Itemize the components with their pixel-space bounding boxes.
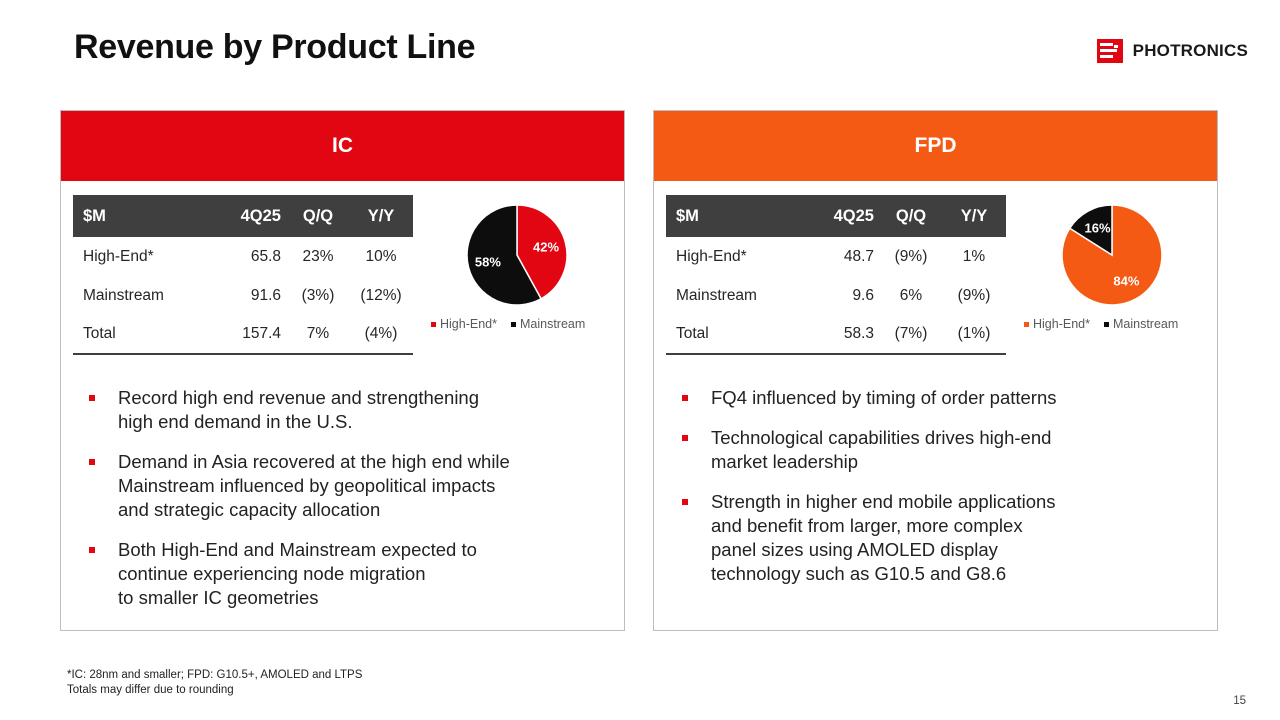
footnote: *IC: 28nm and smaller; FPD: G10.5+, AMOL… <box>67 668 362 698</box>
list-item: Strength in higher end mobile applicatio… <box>682 490 1192 586</box>
table-row: Mainstream 91.6 (3%) (12%) <box>73 276 413 315</box>
pie-slice-high-end <box>516 204 568 300</box>
legend-swatch <box>1024 321 1029 327</box>
footnote-line: *IC: 28nm and smaller; FPD: G10.5+, AMOL… <box>67 669 363 681</box>
pie-data-label: 84% <box>1113 273 1139 288</box>
table-header-row: $M 4Q25 Q/Q Y/Y <box>73 195 413 237</box>
column-header: Y/Y <box>349 195 413 237</box>
ic-panel-header: IC <box>61 111 624 181</box>
table-cell: (9%) <box>957 286 991 304</box>
pie-data-label: 16% <box>1085 221 1111 236</box>
legend-label: Mainstream <box>519 317 586 331</box>
column-header: Q/Q <box>287 195 349 237</box>
table-cell: (1%) <box>942 315 1006 355</box>
column-header: Q/Q <box>880 195 942 237</box>
pie-data-label: 42% <box>533 240 559 255</box>
list-item: Record high end revenue and strengthenin… <box>89 386 599 434</box>
table-cell: 9.6 <box>852 286 874 304</box>
table-row: High-End* 65.8 23% 10% <box>73 237 413 276</box>
bullet-marker <box>682 435 688 441</box>
table-cell: High-End* <box>676 247 747 265</box>
column-header: $M <box>666 195 796 237</box>
company-logo: PHOTRONICS <box>1096 38 1248 64</box>
ic-revenue-table: $M 4Q25 Q/Q Y/Y High-End* 65.8 23% 10% M… <box>73 195 413 355</box>
bullet-text: Both High-End and Mainstream expected to… <box>118 539 477 608</box>
fpd-panel: FPD $M 4Q25 Q/Q Y/Y High-End* 48.7 (9%) … <box>653 110 1218 631</box>
fpd-pie-chart: 84% 16% <box>1061 204 1163 306</box>
legend-swatch <box>431 321 436 327</box>
bullet-text: Demand in Asia recovered at the high end… <box>118 451 510 520</box>
fpd-revenue-table: $M 4Q25 Q/Q Y/Y High-End* 48.7 (9%) 1% M… <box>666 195 1006 355</box>
table-header-row: $M 4Q25 Q/Q Y/Y <box>666 195 1006 237</box>
bullet-marker <box>89 395 95 401</box>
slide-title: Revenue by Product Line <box>74 28 476 66</box>
bullet-marker <box>682 499 688 505</box>
legend-swatch <box>1103 321 1109 327</box>
table-cell: (3%) <box>301 286 335 304</box>
bullet-marker <box>89 459 95 465</box>
table-cell: (7%) <box>880 315 942 355</box>
page-number: 15 <box>1233 695 1246 707</box>
ic-bullet-list: Record high end revenue and strengthenin… <box>89 386 599 626</box>
table-cell: 48.7 <box>843 247 874 265</box>
table-row: Total 157.4 7% (4%) <box>73 315 413 355</box>
table-cell: 157.4 <box>203 315 287 355</box>
table-cell: 7% <box>287 315 349 355</box>
table-cell: 1% <box>962 247 986 265</box>
legend-item-mainstream: Mainstream <box>510 317 586 331</box>
footnote-line: Totals may differ due to rounding <box>67 684 234 696</box>
table-cell: 91.6 <box>250 286 281 304</box>
ic-panel: IC $M 4Q25 Q/Q Y/Y High-End* 65.8 23% 10… <box>60 110 625 631</box>
bullet-text: Record high end revenue and strengthenin… <box>118 387 480 432</box>
legend-label: High-End* <box>440 317 497 331</box>
table-cell: Total <box>666 315 796 355</box>
table-cell: High-End* <box>83 247 154 265</box>
table-cell: Total <box>73 315 203 355</box>
fpd-bullet-list: FQ4 influenced by timing of order patter… <box>682 386 1192 602</box>
table-cell: 6% <box>899 286 923 304</box>
ic-pie-legend: High-End* Mainstream <box>431 317 585 331</box>
table-cell: 23% <box>302 247 334 265</box>
bullet-marker <box>89 547 95 553</box>
legend-label: Mainstream <box>1112 317 1179 331</box>
table-row: Total 58.3 (7%) (1%) <box>666 315 1006 355</box>
list-item: Both High-End and Mainstream expected to… <box>89 538 599 610</box>
table-cell: Mainstream <box>676 286 757 304</box>
list-item: Technological capabilities drives high-e… <box>682 426 1192 474</box>
list-item: Demand in Asia recovered at the high end… <box>89 450 599 522</box>
table-cell: (4%) <box>349 315 413 355</box>
table-row: Mainstream 9.6 6% (9%) <box>666 276 1006 315</box>
table-cell: Mainstream <box>83 286 164 304</box>
pie-slice-mainstream <box>1068 204 1113 257</box>
legend-swatch <box>510 321 516 327</box>
legend-item-mainstream: Mainstream <box>1103 317 1179 331</box>
list-item: FQ4 influenced by timing of order patter… <box>682 386 1192 410</box>
bullet-marker <box>682 395 688 401</box>
fpd-panel-header: FPD <box>654 111 1217 181</box>
logo-text: PHOTRONICS <box>1132 41 1248 60</box>
pie-slice-mainstream <box>466 204 543 306</box>
column-header: $M <box>73 195 203 237</box>
pie-data-label: 58% <box>475 254 501 269</box>
fpd-pie-legend: High-End* Mainstream <box>1024 317 1178 331</box>
table-cell: (12%) <box>360 286 402 304</box>
bullet-text: FQ4 influenced by timing of order patter… <box>711 387 1057 408</box>
legend-item-high-end: High-End* <box>431 317 497 331</box>
legend-label: High-End* <box>1033 317 1090 331</box>
column-header: 4Q25 <box>796 195 880 237</box>
column-header: 4Q25 <box>203 195 287 237</box>
table-row: High-End* 48.7 (9%) 1% <box>666 237 1006 276</box>
ic-pie-chart: 42% 58% <box>466 204 568 306</box>
table-cell: 10% <box>365 247 397 265</box>
table-cell: (9%) <box>894 247 928 265</box>
bullet-text: Technological capabilities drives high-e… <box>711 427 1052 472</box>
table-cell: 58.3 <box>796 315 880 355</box>
bullet-text: Strength in higher end mobile applicatio… <box>711 491 1056 584</box>
table-cell: 65.8 <box>250 247 281 265</box>
column-header: Y/Y <box>942 195 1006 237</box>
photronics-logo-icon <box>1096 39 1123 63</box>
legend-item-high-end: High-End* <box>1024 317 1090 331</box>
